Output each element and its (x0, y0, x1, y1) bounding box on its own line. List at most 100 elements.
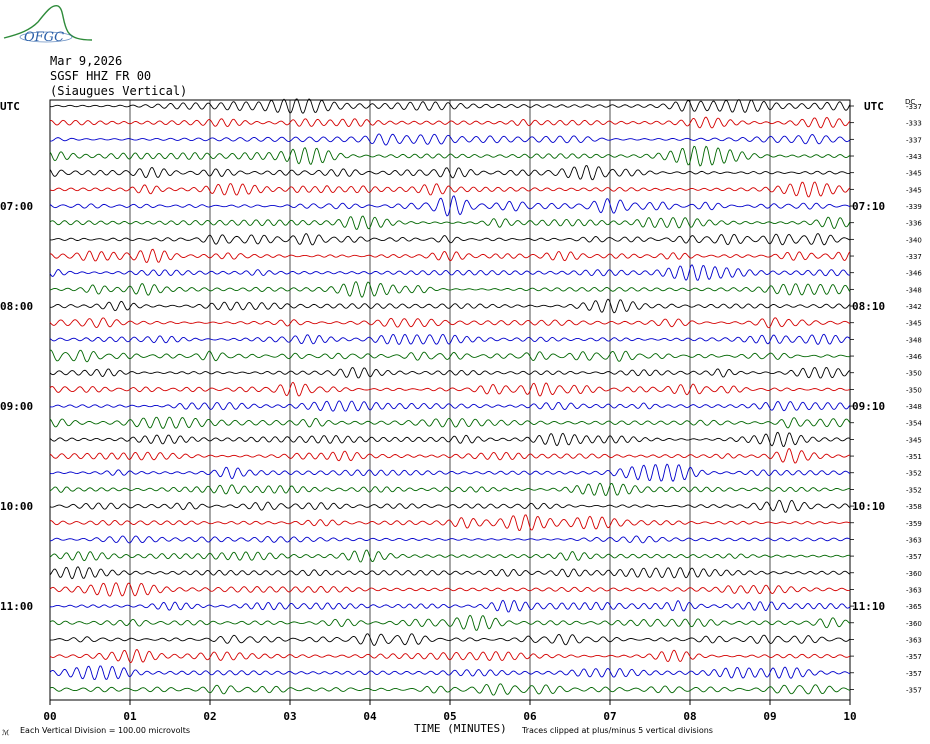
seismic-trace (49, 431, 851, 447)
dc-offset-label: -363 (906, 636, 922, 644)
dc-offset-label: -352 (906, 486, 922, 494)
left-hour-label: 11:00 (0, 600, 33, 613)
dc-offset-label: -363 (906, 586, 922, 594)
dc-offset-label: -345 (906, 186, 922, 194)
left-hour-label: 07:00 (0, 200, 33, 213)
seismic-trace (49, 145, 851, 167)
dc-offset-label: -346 (906, 353, 922, 361)
dc-offset-label: -345 (906, 170, 922, 178)
right-utc-label: UTC (864, 100, 884, 113)
seismic-trace (49, 317, 851, 329)
seismic-trace (49, 416, 851, 429)
seismic-trace (49, 133, 851, 146)
left-hour-label: 09:00 (0, 400, 33, 413)
x-tick-label: 00 (43, 710, 56, 723)
corner-mark: ℳ (2, 729, 10, 737)
chart-date: Mar 9,2026 (50, 54, 122, 68)
dc-offset-label: -358 (906, 503, 922, 511)
dc-offset-label: -350 (906, 370, 922, 378)
left-utc-label: UTC (0, 100, 20, 113)
seismic-trace (49, 367, 851, 379)
left-hour-label: 10:00 (0, 500, 33, 513)
seismic-trace (49, 482, 851, 497)
ofgc-logo: OFGC (3, 5, 93, 45)
right-hour-label: 08:10 (852, 300, 885, 313)
seismic-trace (49, 614, 851, 631)
right-hour-label: 09:10 (852, 400, 885, 413)
dc-offset-label: -359 (906, 520, 922, 528)
seismic-trace (49, 463, 851, 483)
station-location: (Siaugues Vertical) (50, 84, 187, 98)
seismic-trace (49, 116, 851, 129)
x-tick-label: 10 (843, 710, 856, 723)
x-tick-label: 08 (683, 710, 696, 723)
dc-offset-label: -357 (906, 553, 922, 561)
dc-offset-label: -351 (906, 453, 922, 461)
clip-note: Traces clipped at plus/minus 5 vertical … (521, 726, 713, 735)
dc-offset-label: -348 (906, 336, 922, 344)
dc-offset-label: -337 (906, 103, 922, 111)
x-tick-label: 07 (603, 710, 616, 723)
seismic-trace (49, 400, 851, 412)
seismic-trace (49, 447, 851, 464)
seismic-trace (49, 215, 851, 230)
dc-offset-label: -342 (906, 303, 922, 311)
seismic-trace (49, 165, 851, 181)
seismic-trace (49, 566, 851, 580)
dc-offset-label: -363 (906, 536, 922, 544)
logo-text: OFGC (24, 30, 64, 45)
dc-offset-label: -357 (906, 686, 922, 694)
dc-offset-label: -336 (906, 220, 922, 228)
dc-offset-label: -340 (906, 236, 922, 244)
dc-offset-label: -348 (906, 286, 922, 294)
x-tick-label: 06 (523, 710, 537, 723)
seismic-trace (49, 499, 851, 513)
right-hour-label: 10:10 (852, 500, 885, 513)
x-tick-label: 01 (123, 710, 137, 723)
x-axis-title: TIME (MINUTES) (414, 722, 507, 735)
seismic-trace (49, 381, 851, 397)
dc-offset-label: -354 (906, 420, 922, 428)
right-hour-label: 07:10 (852, 200, 885, 213)
right-hour-label: 11:10 (852, 600, 885, 613)
dc-offset-label: -348 (906, 403, 922, 411)
seismic-trace (49, 633, 851, 646)
left-hour-label: 08:00 (0, 300, 33, 313)
dc-offset-label: -357 (906, 653, 922, 661)
seismic-trace (49, 665, 851, 681)
seismic-trace (49, 535, 851, 544)
seismic-trace (49, 264, 851, 281)
seismic-trace (49, 333, 851, 346)
seismic-trace (49, 599, 851, 613)
dc-offset-label: -350 (906, 386, 922, 394)
logo-hill-icon (3, 5, 93, 41)
seismic-trace (49, 648, 851, 664)
seismic-trace (50, 232, 851, 246)
seismic-trace (49, 349, 851, 363)
seismic-trace (49, 582, 851, 597)
x-tick-label: 04 (363, 710, 377, 723)
dc-offset-label: -360 (906, 620, 922, 628)
dc-label: DC (905, 98, 915, 106)
dc-offset-label: -365 (906, 603, 922, 611)
station-code: SGSF HHZ FR 00 (50, 69, 151, 83)
dc-offset-label: -357 (906, 670, 922, 678)
dc-offset-label: -333 (906, 120, 922, 128)
dc-offset-label: -343 (906, 153, 922, 161)
x-tick-label: 03 (283, 710, 296, 723)
dc-offset-label: -337 (906, 253, 922, 261)
seismic-trace (49, 280, 851, 298)
seismic-trace (49, 98, 851, 114)
x-tick-label: 05 (443, 710, 456, 723)
scale-note: Each Vertical Division = 100.00 microvol… (20, 726, 190, 735)
dc-offset-label: -345 (906, 436, 922, 444)
dc-offset-label: -346 (906, 270, 922, 278)
dc-offset-label: -360 (906, 570, 922, 578)
dc-offset-label: -352 (906, 470, 922, 478)
x-tick-label: 09 (763, 710, 776, 723)
seismic-trace (49, 514, 851, 531)
seismic-trace (49, 683, 851, 696)
seismic-trace (49, 181, 851, 198)
dc-offset-label: -337 (906, 136, 922, 144)
